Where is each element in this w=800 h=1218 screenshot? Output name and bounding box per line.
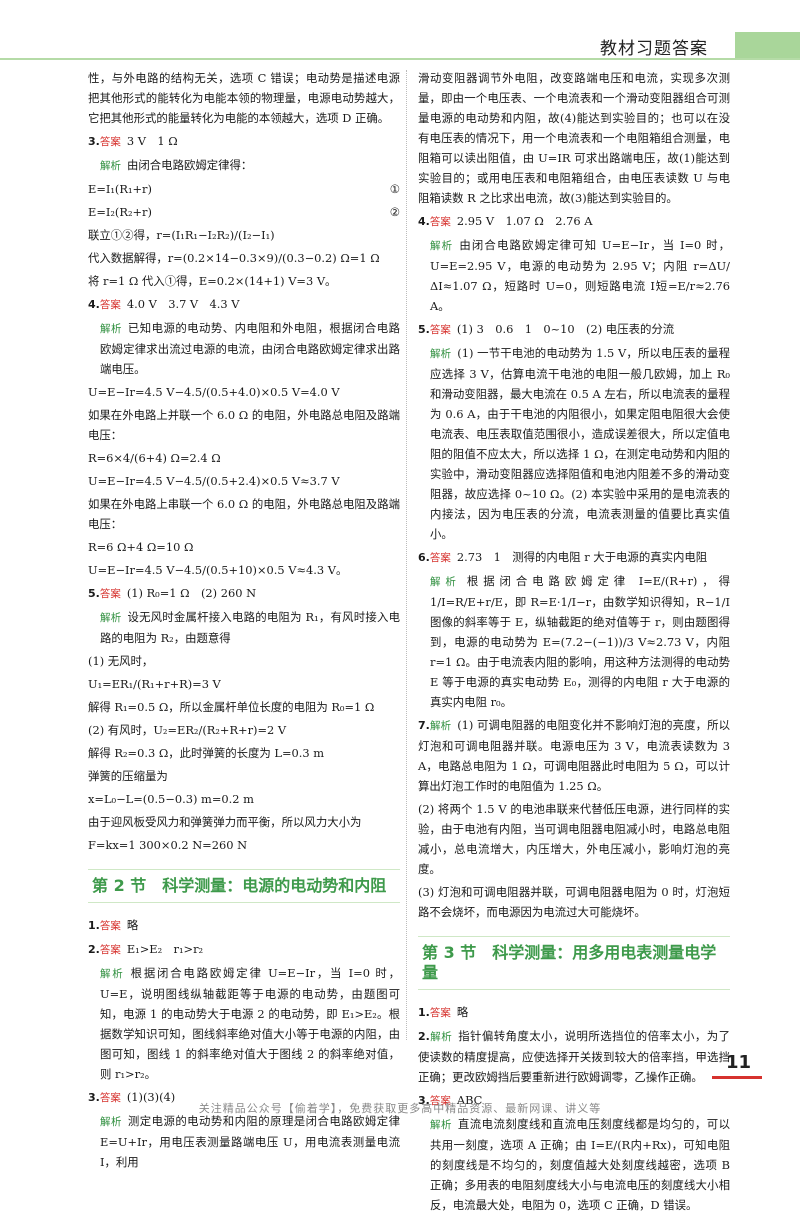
explain-line: 如果在外电路上并联一个 6.0 Ω 的电阻，外电路总电阻及路端电压： [88,408,400,442]
right-column: 滑动变阻器调节外电阻，改变路端电压和电流，实现多次测量，即由一个电压表、一个电流… [418,68,730,1218]
header-title: 教材习题答案 [600,39,708,59]
answer-tag: 答案 [429,216,451,228]
explain-line: 设无风时金属杆接入电路的电阻为 R₁，有风时接入电路的电阻为 R₂，由题意得 [100,610,401,645]
answer-tag: 答案 [429,552,451,564]
explain-tag: 解析 [430,1119,452,1131]
explain-tag: 解析 [429,720,452,732]
answer-text: (1) 3 0.6 1 0~10 (2) 电压表的分流 [456,322,675,336]
question-number: 5. [88,587,100,600]
answer-tag: 答案 [99,588,121,600]
question-number: 1. [88,919,100,932]
question-4: 4.答案 4.0 V 3.7 V 4.3 V 解析 已知电源的电动势、内电阻和外电阻… [88,294,400,580]
header-rule [0,58,800,60]
explain-line: 已知电源的电动势、内电阻和外电阻，根据闭合电路欧姆定律求出流过电源的电流，由闭合… [100,321,400,376]
explain-line: (2) 有风时，U₂=ER₂/(R₂+R+r)=2 V [88,723,287,737]
answer-text: 3 V 1 Ω [126,134,178,148]
explain-line: U=E−Ir=4.5 V−4.5/(0.5+10)×0.5 V≈4.3 V。 [88,563,348,577]
explain-line: (2) 将两个 1.5 V 的电池串联来代替低压电源，进行同样的实验，由于电池有… [418,802,730,876]
explain-tag: 解析 [430,576,461,588]
answer-tag: 答案 [99,136,121,148]
page-number: 11 [726,1052,752,1073]
explain-line: 代入数据解得，r=(0.2×14−0.3×9)/(0.3−0.2) Ω=1 Ω [88,251,380,265]
explain-tag: 解析 [429,1031,453,1043]
explain-line: 联立①②得，r=(I₁R₁−I₂R₂)/(I₂−I₁) [88,228,275,242]
answer-tag: 答案 [99,1092,121,1104]
explain-text: 直流电流刻度线和直流电压刻度线都是均匀的，可以共用一刻度，选项 A 正确；由 I… [430,1117,730,1212]
explain-text: 由闭合电路欧姆定律可知 U=E−Ir，当 I=0 时，U=E=2.95 V，电源… [430,238,731,313]
explain-tag: 解析 [100,160,121,172]
question-number: 3. [88,1091,100,1104]
equation-mark: ① [389,182,400,196]
answer-text: (1)(3)(4) [126,1090,176,1104]
section-3-title: 第 3 节 科学测量：用多用电表测量电学量 [418,936,730,990]
explain-line: F=kx=1 300×0.2 N=260 N [88,838,248,852]
explain-text: 指针偏转角度太小，说明所选挡位的倍率太小，为了使读数的精度提高，应使选择开关拨到… [418,1029,730,1084]
answer-text: E₁>E₂ r₁>r₂ [126,942,204,956]
answer-tag: 答案 [429,1095,451,1107]
explain-text: 根据闭合电路欧姆定律 I=E/(R+r)，得 1/I=R/E+r/E，即 R=E… [430,574,730,709]
question-3: 3.答案 3 V 1 Ω 解析 由闭合电路欧姆定律得： E=I₁(R₁+r) ① E=… [88,131,400,291]
explain-tag: 解析 [430,348,452,360]
explain-line: (1) 可调电阻器的电阻变化并不影响灯泡的亮度，所以灯泡和可调电阻器并联。电源电… [418,718,730,793]
question-number: 1. [418,1006,430,1019]
explain-line: R=6×4/(6+4) Ω=2.4 Ω [88,451,221,465]
continued-paragraph: 滑动变阻器调节外电阻，改变路端电压和电流，实现多次测量，即由一个电压表、一个电流… [418,71,730,205]
explain-line: 解得 R₁=0.5 Ω，所以金属杆单位长度的电阻为 R₀=1 Ω [88,700,375,714]
explain-tag: 解析 [100,968,125,980]
question-number: 7. [418,719,430,732]
question-number: 6. [418,551,430,564]
question-number: 2. [88,943,100,956]
explain-line: U=E−Ir=4.5 V−4.5/(0.5+2.4)×0.5 V≈3.7 V [88,474,340,488]
question-number: 4. [418,215,430,228]
left-column: 性，与外电路的结构无关，选项 C 错误；电动势是描述电源把其他形式的能转化为电能… [88,68,400,1175]
equation-mark: ② [389,205,400,219]
explain-line: 由于迎风板受风力和弹簧弹力而平衡，所以风力大小为 [88,815,362,829]
explain-text: (1) 一节干电池的电动势为 1.5 V，所以电压表的量程应选择 3 V，估算电… [430,346,731,541]
explain-line: U=E−Ir=4.5 V−4.5/(0.5+4.0)×0.5 V=4.0 V [88,385,340,399]
answer-text: 2.73 1 测得的内电阻 r 大于电源的真实内电阻 [456,550,708,564]
explain-line: 解得 R₂=0.3 Ω，此时弹簧的长度为 L=0.3 m [88,746,325,760]
question-5: 5.答案 (1) R₀=1 Ω (2) 260 N 解析 设无风时金属杆接入电路的电… [88,583,400,855]
explain-line: (1) 无风时， [88,654,154,668]
question-number: 2. [418,1030,430,1043]
question-number: 3. [418,1094,430,1107]
equation-line: E=I₂(R₂+r) [88,205,152,219]
question-number: 3. [88,135,100,148]
explain-line: 弹簧的压缩量为 [88,769,168,783]
page-number-underline [712,1076,762,1079]
answer-text: 略 [126,918,139,932]
header-accent-bar [735,32,800,58]
equation-line: E=I₁(R₁+r) [88,182,152,196]
answer-tag: 答案 [99,299,121,311]
footer-notice: 关注精品公众号【偷着学】，免费获取更多高中精品资源、最新网课、讲义等 [198,1102,602,1115]
answer-tag: 答案 [99,944,121,956]
question-number: 4. [88,298,100,311]
question-number: 5. [418,323,430,336]
explain-line: 如果在外电路上串联一个 6.0 Ω 的电阻，外电路总电阻及路端电压： [88,497,400,531]
explain-line: 将 r=1 Ω 代入①得，E=0.2×(14+1) V=3 V。 [88,274,337,288]
column-divider [406,70,407,1040]
answer-text: (1) R₀=1 Ω (2) 260 N [126,586,257,600]
explain-line: 由闭合电路欧姆定律得： [127,158,253,172]
explain-tag: 解析 [100,323,122,335]
explain-line: U₁=ER₁/(R₁+r+R)=3 V [88,677,221,691]
answer-text: 略 [456,1005,469,1019]
answer-text: ABC [456,1093,483,1107]
section-2-title: 第 2 节 科学测量：电源的电动势和内阻 [88,869,400,903]
intro-paragraph: 性，与外电路的结构无关，选项 C 错误；电动势是描述电源把其他形式的能转化为电能… [88,71,400,125]
explain-line: R=6 Ω+4 Ω=10 Ω [88,540,194,554]
answer-text: 2.95 V 1.07 Ω 2.76 A [456,214,593,228]
explain-tag: 解析 [430,240,454,252]
explain-text: 测定电源的电动势和内阻的原理是闭合电路欧姆定律 E=U+Ir，用电压表测量路端电… [100,1114,400,1169]
explain-line: (3) 灯泡和可调电阻器并联，可调电阻器电阻为 0 时，灯泡短路不会烧坏，而电源… [418,885,730,919]
explain-line: x=L₀−L=(0.5−0.3) m=0.2 m [88,792,254,806]
answer-tag: 答案 [429,324,451,336]
explain-tag: 解析 [100,612,122,624]
answer-tag: 答案 [429,1007,451,1019]
answer-text: 4.0 V 3.7 V 4.3 V [126,297,240,311]
explain-text: 根据闭合电路欧姆定律 U=E−Ir，当 I=0 时，U=E，说明图线纵轴截距等于… [100,966,400,1081]
explain-tag: 解析 [100,1116,122,1128]
answer-tag: 答案 [99,920,121,932]
